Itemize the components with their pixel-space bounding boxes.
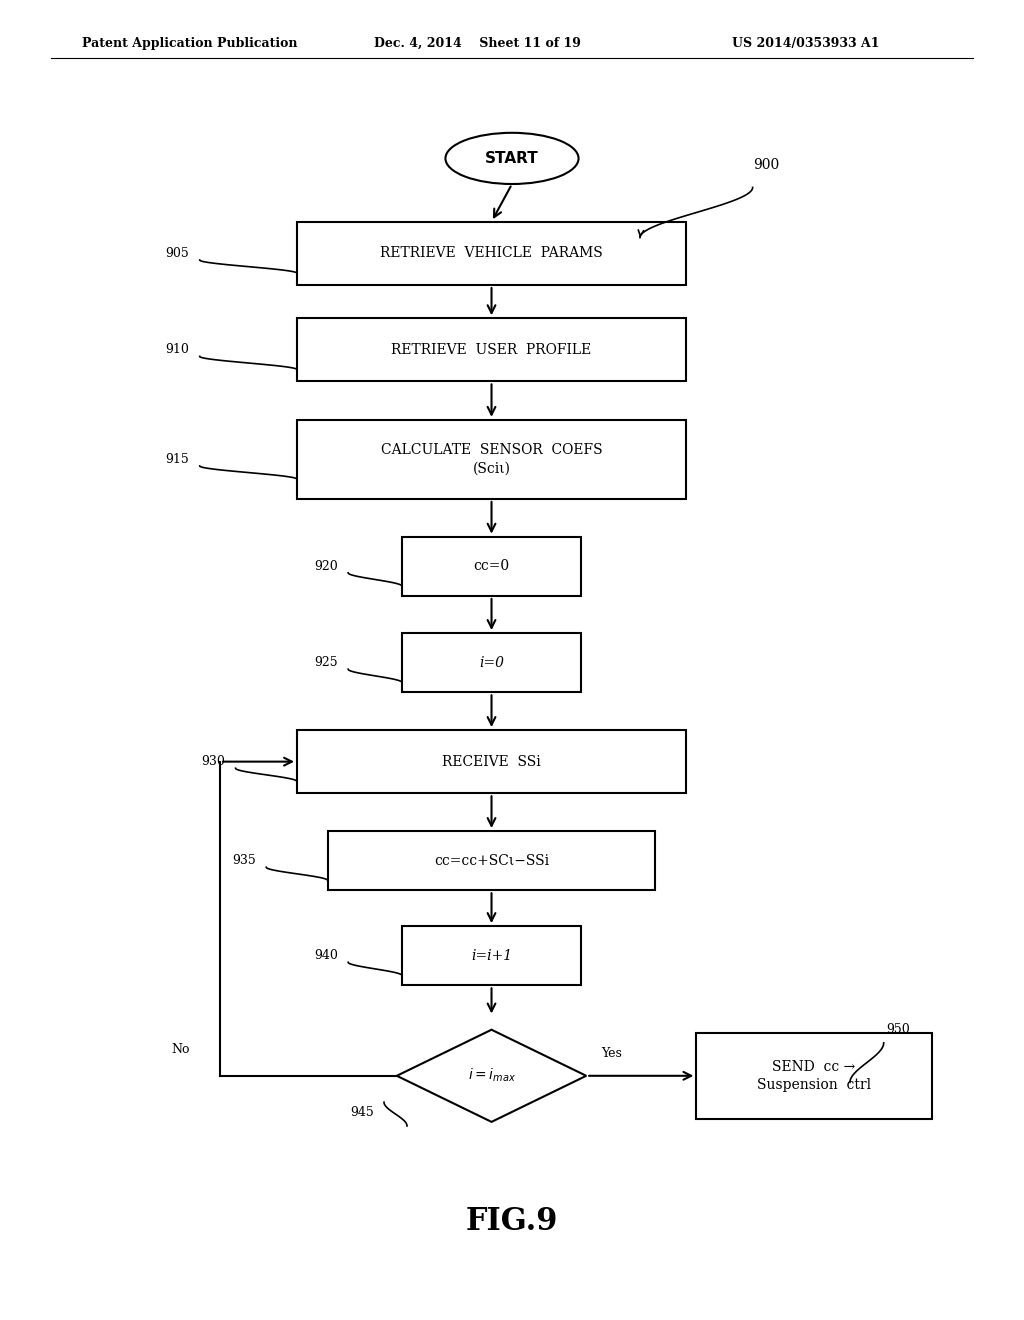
Bar [401,634,581,692]
Bar [297,222,686,285]
Text: 925: 925 [314,656,338,669]
Bar [297,420,686,499]
Text: Patent Application Publication: Patent Application Publication [82,37,297,50]
Bar [401,927,581,985]
Text: Dec. 4, 2014    Sheet 11 of 19: Dec. 4, 2014 Sheet 11 of 19 [374,37,581,50]
Text: cc=0: cc=0 [473,560,510,573]
Text: 905: 905 [166,247,189,260]
Text: 935: 935 [232,854,256,867]
Text: FIG.9: FIG.9 [466,1205,558,1237]
Text: Yes: Yes [601,1047,623,1060]
Bar [297,730,686,793]
Text: START: START [485,150,539,166]
Text: 930: 930 [202,755,225,768]
Text: 915: 915 [166,453,189,466]
Text: i=0: i=0 [479,656,504,669]
Text: No: No [171,1043,189,1056]
Text: RETRIEVE  VEHICLE  PARAMS: RETRIEVE VEHICLE PARAMS [380,247,603,260]
Bar [696,1032,932,1119]
Text: RECEIVE  SSi: RECEIVE SSi [442,755,541,768]
Text: 900: 900 [753,158,779,172]
Bar [297,318,686,381]
Text: SEND  cc →
Suspension  ctrl: SEND cc → Suspension ctrl [757,1060,871,1092]
Text: $i=i_{max}$: $i=i_{max}$ [468,1067,515,1085]
Text: 950: 950 [886,1023,909,1036]
Text: i=i+1: i=i+1 [471,949,512,962]
Bar [401,536,581,597]
Text: cc=cc+SCι−SSi: cc=cc+SCι−SSi [434,854,549,867]
Text: RETRIEVE  USER  PROFILE: RETRIEVE USER PROFILE [391,343,592,356]
Text: 940: 940 [314,949,338,962]
Text: 920: 920 [314,560,338,573]
Text: 910: 910 [166,343,189,356]
Text: US 2014/0353933 A1: US 2014/0353933 A1 [732,37,880,50]
Text: 945: 945 [350,1106,374,1119]
Text: CALCULATE  SENSOR  COEFS
(Sciι): CALCULATE SENSOR COEFS (Sciι) [381,444,602,475]
Bar [328,832,655,891]
